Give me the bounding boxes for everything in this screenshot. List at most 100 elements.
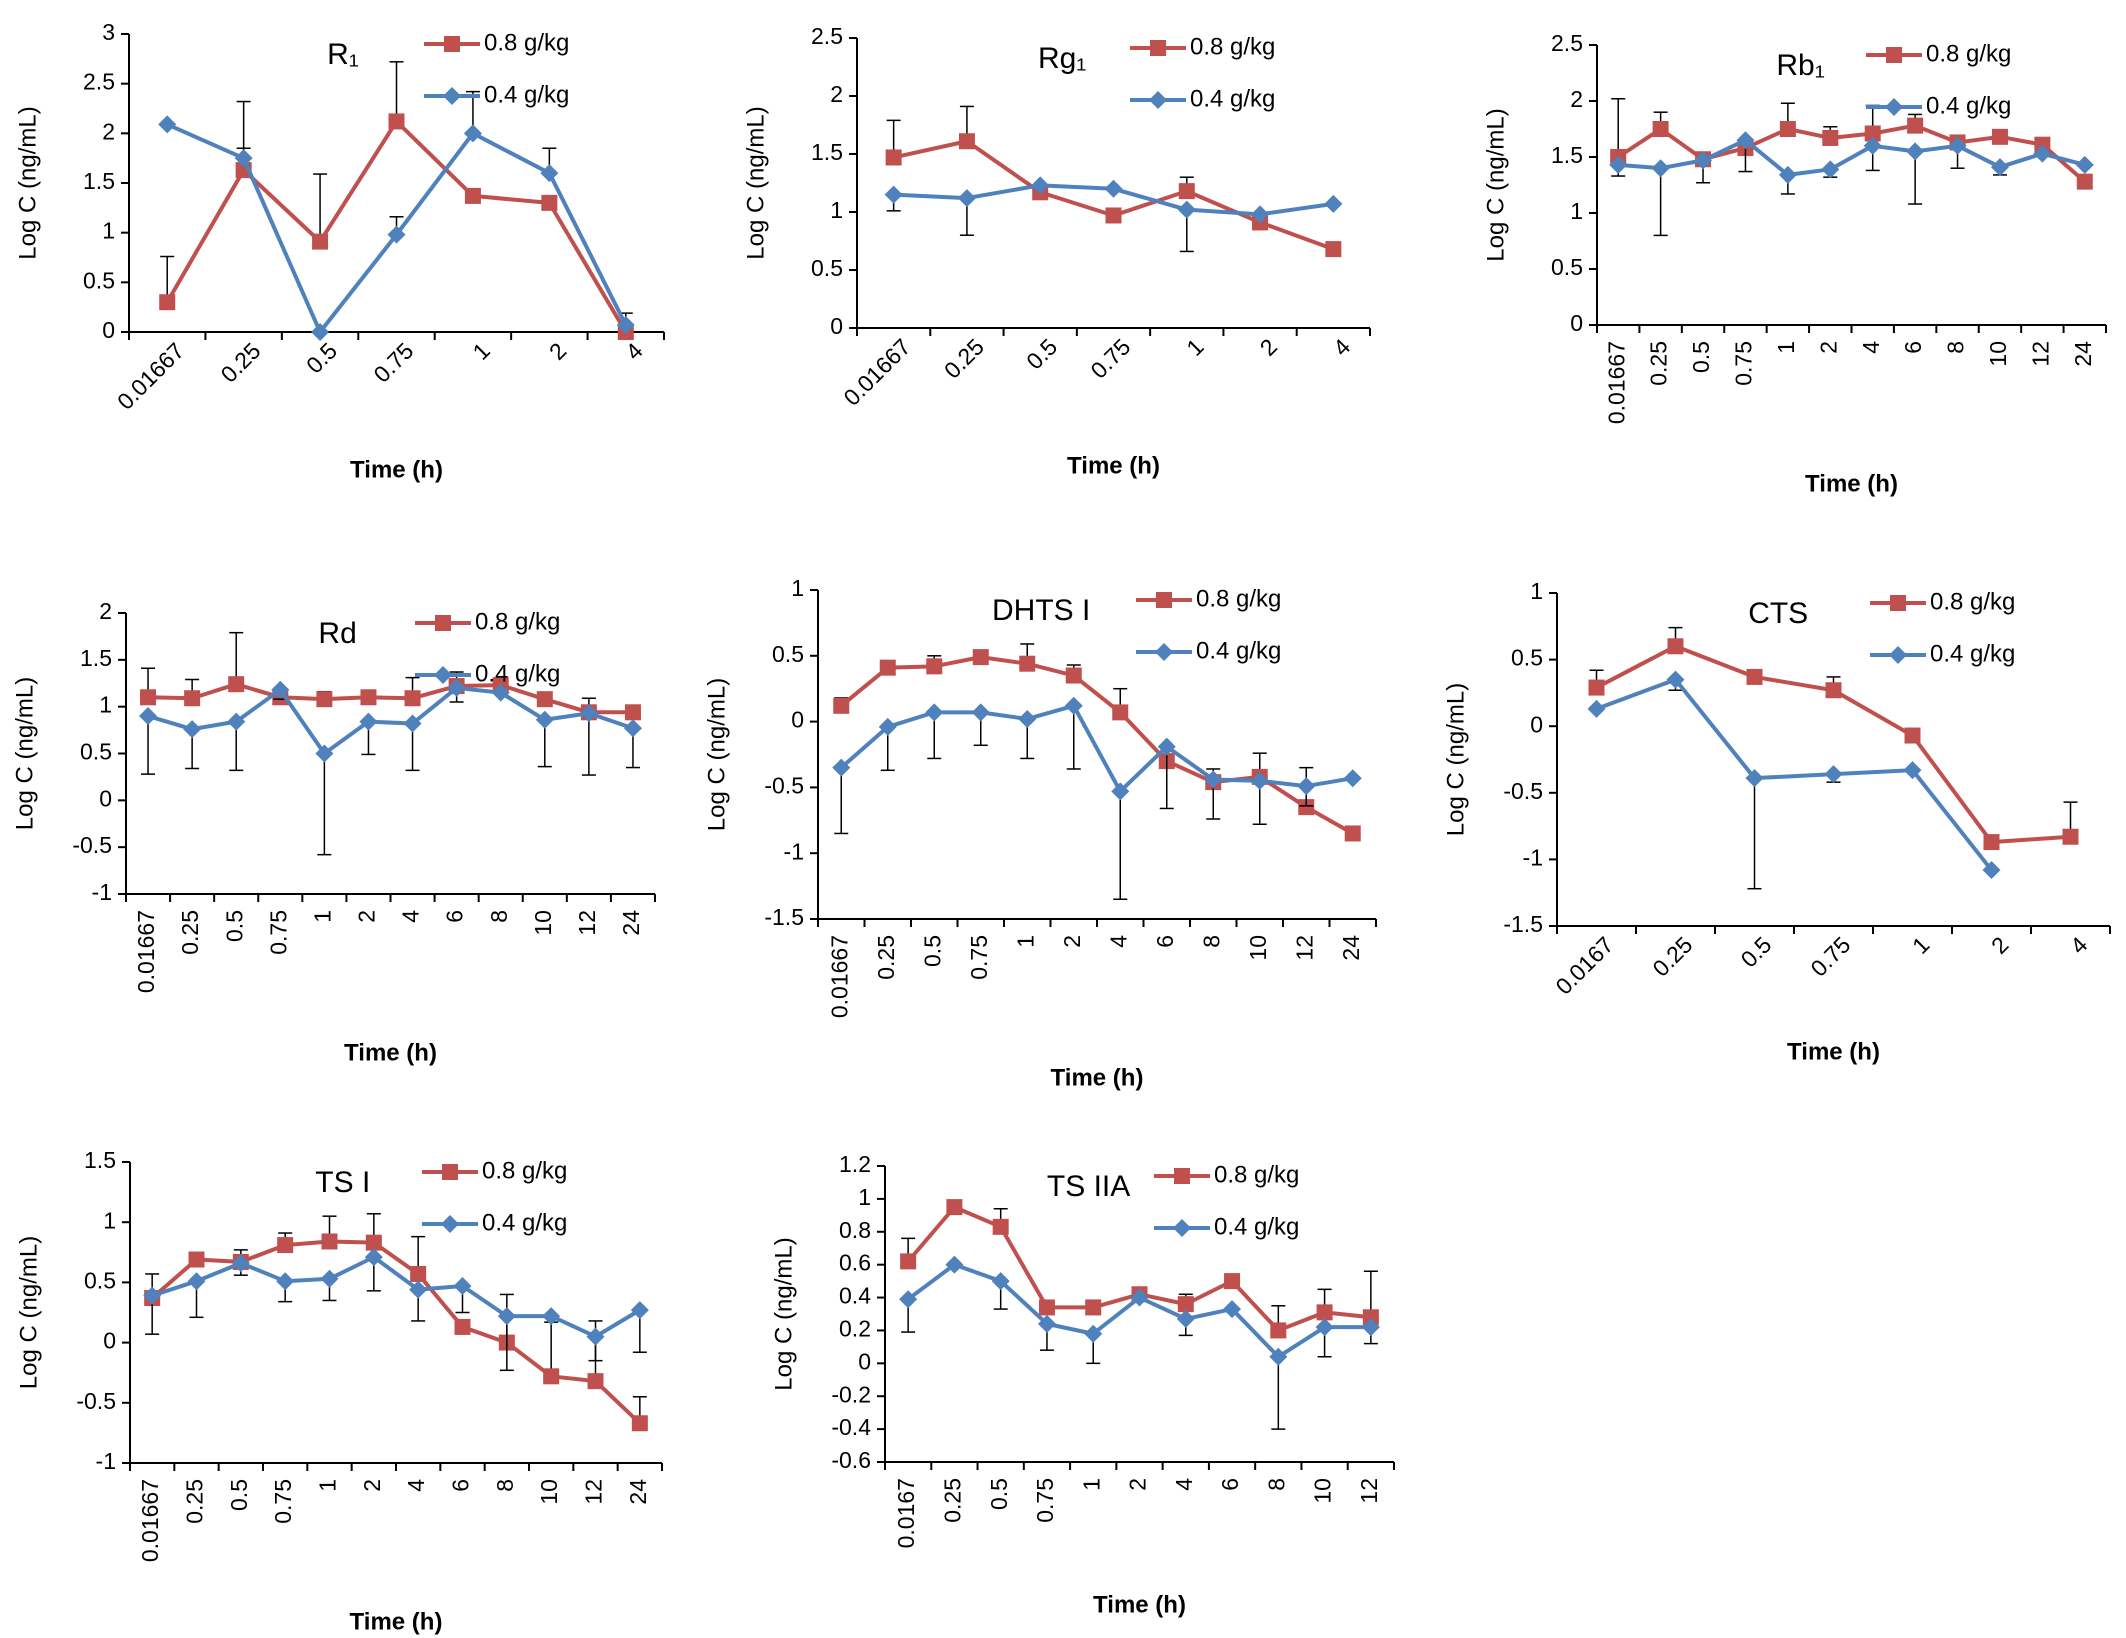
marker [1343,769,1362,788]
marker [435,615,451,631]
y-tick-label: 1 [103,1207,116,1233]
series-line [151,1255,641,1339]
x-tick-label: 12 [574,910,600,936]
y-tick-label: 2 [830,81,843,107]
x-tick-label: 0.75 [265,910,291,955]
marker [1176,1309,1195,1328]
marker [359,712,378,731]
x-tick-label: 2 [1255,333,1282,360]
marker [1037,1314,1056,1333]
marker [1694,151,1713,170]
y-axis-label: Log C (ng/mL) [742,106,769,259]
x-tick-label: 4 [1328,333,1356,361]
marker [183,720,202,739]
marker [2062,828,2079,845]
y-tick-label: -1.5 [764,904,804,930]
x-tick-label: 4 [398,910,424,923]
marker [1609,155,1628,174]
marker [434,666,452,684]
series-line [906,1262,1371,1359]
marker [1864,125,1881,142]
y-tick-label: 1 [1530,578,1543,604]
x-tick-label: 0.25 [873,935,899,980]
marker [316,691,333,708]
x-tick-label: 1 [1012,935,1038,948]
series-line [1617,123,2087,184]
y-tick-label: 1 [99,692,112,718]
x-tick-label: 24 [618,910,644,936]
legend-label: 0.4 g/kg [1214,1213,1299,1240]
marker [885,149,902,166]
marker [1251,205,1270,224]
x-tick-label: 4 [403,1479,429,1492]
marker [443,87,461,105]
marker [1111,782,1130,801]
y-tick-label: -1 [92,879,112,905]
marker [442,1164,458,1180]
marker [833,697,850,714]
error-bar [1747,778,1762,890]
x-tick-label: 0.75 [966,935,992,980]
x-tick-label: 1 [1773,341,1799,354]
marker [1822,129,1839,146]
marker [1250,771,1269,790]
marker [1297,777,1316,796]
x-tick-label: 24 [625,1479,651,1505]
y-tick-label: 0 [791,707,804,733]
y-tick-label: 1 [791,575,804,601]
marker [497,1307,516,1326]
marker [364,1248,383,1267]
marker [1983,834,2000,851]
marker [158,115,177,134]
x-tick-label: 0.25 [182,1479,208,1524]
chart-title: Rd [318,617,356,650]
y-tick-label: 0 [103,1328,116,1354]
y-tick-label: 1.5 [83,168,115,194]
x-tick-label: 1 [315,1479,341,1492]
error-bar [544,1321,559,1377]
marker [587,1373,604,1390]
y-tick-label: 0 [830,313,843,339]
marker [631,1415,648,1432]
marker [1885,98,1903,116]
marker [454,1318,471,1335]
marker [1270,1322,1287,1339]
legend-label: 0.8 g/kg [1930,588,2015,615]
y-axis-label: Log C (ng/mL) [770,1237,797,1390]
marker [387,225,406,244]
legend-label: 0.4 g/kg [1930,640,2015,667]
marker [360,689,377,706]
x-tick-label: 0.75 [1032,1478,1058,1523]
marker [542,1307,561,1326]
x-tick-label: 6 [1900,341,1926,354]
marker [1779,121,1796,137]
series-line [839,703,1354,794]
marker [1889,646,1907,664]
y-tick-label: -0.5 [76,1388,116,1414]
marker [1906,142,1925,161]
x-tick-label: 0.5 [919,935,945,967]
x-tick-label: 6 [1152,935,1178,948]
marker [1031,176,1050,195]
x-tick-label: 0.0167 [893,1478,919,1548]
x-tick-label: 0.0167 [1550,931,1618,999]
error-bar [1653,168,1668,237]
marker [143,1286,162,1305]
marker [1587,699,1606,718]
x-tick-label: 2 [354,910,380,923]
y-tick-label: 0 [1530,711,1543,737]
marker [447,678,466,697]
marker [365,1234,382,1251]
marker [1863,136,1882,155]
y-tick-label: 0.5 [811,255,843,281]
series-line [1618,138,2086,177]
marker [1065,667,1082,684]
marker [1149,91,1167,109]
y-axis-label: Log C (ng/mL) [703,678,730,831]
marker [1174,1168,1190,1184]
error-bar [317,753,332,856]
x-tick-label: 0.25 [939,1478,965,1523]
x-tick-label: 0.75 [368,337,418,387]
legend-label: 0.8 g/kg [1214,1161,1299,1188]
